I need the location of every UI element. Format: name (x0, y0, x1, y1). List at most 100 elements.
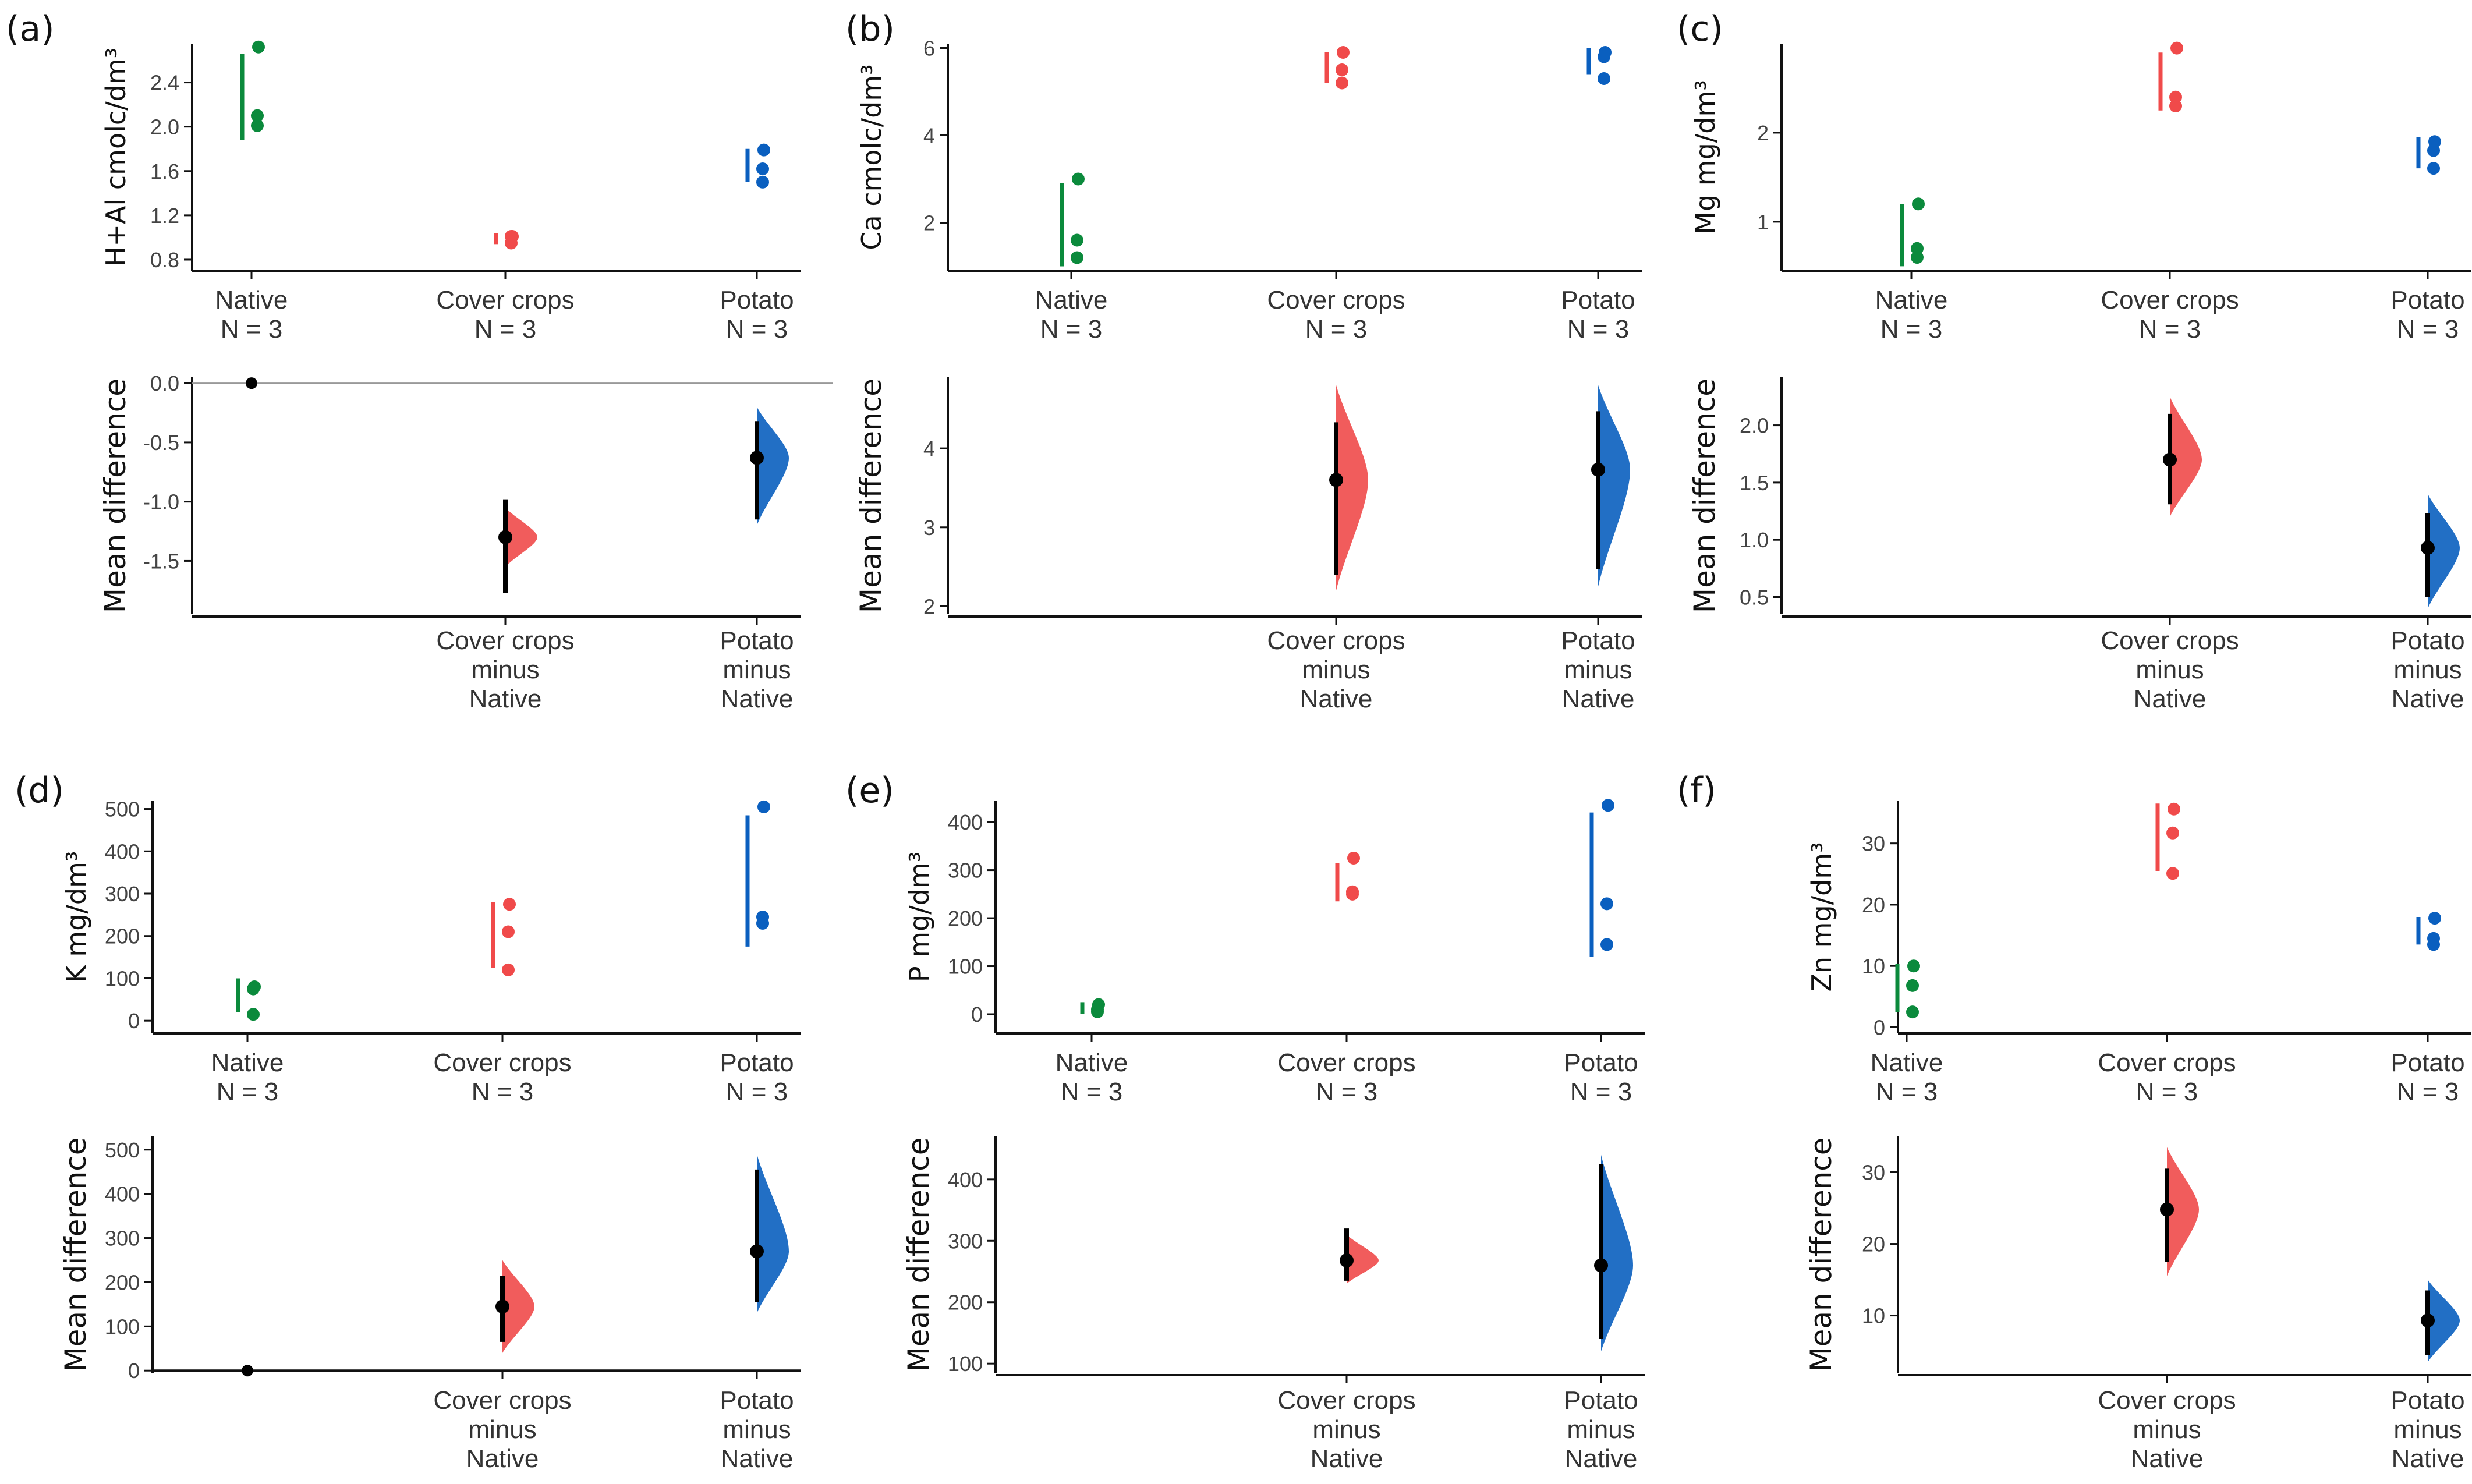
top-y-tick-label: 0 (971, 1003, 983, 1026)
data-point-native (1071, 251, 1083, 264)
difference-label-line: Potato (720, 1386, 794, 1415)
data-point-cover (1337, 46, 1350, 59)
difference-label-line: minus (1564, 656, 1632, 684)
category-n-label: N = 3 (2136, 1078, 2198, 1106)
bootstrap-distribution-cover (2170, 396, 2202, 517)
category-n-label: N = 3 (726, 315, 788, 343)
data-point-native (1906, 1005, 1919, 1019)
top-y-tick-label: 100 (948, 955, 983, 979)
bootstrap-distribution-potato (1601, 1154, 1633, 1352)
category-label: Cover crops (436, 286, 574, 314)
category-label: Cover crops (1277, 1049, 1415, 1077)
data-point-potato (2427, 162, 2440, 175)
category-label: Potato (1561, 286, 1635, 314)
category-n-label: N = 3 (1880, 315, 1942, 343)
difference-label-line: Cover crops (1267, 626, 1405, 655)
mean-difference-dot (2421, 540, 2435, 555)
bottom-y-tick-label: 20 (1862, 1232, 1885, 1256)
data-point-cover (1346, 887, 1359, 901)
bootstrap-distribution-cover (505, 507, 537, 567)
bottom-y-tick-label: 300 (105, 1227, 140, 1251)
top-y-tick-label: 100 (105, 966, 140, 990)
data-point-cover (503, 898, 516, 911)
category-label: Native (215, 286, 288, 314)
bottom-y-label: Mean difference (902, 1137, 936, 1372)
difference-label-line: Native (2392, 685, 2464, 713)
mean-difference-dot (1329, 473, 1343, 487)
mean-difference-dot (2160, 1202, 2174, 1217)
top-y-tick-label: 2 (923, 211, 935, 235)
top-y-tick-label: 1.2 (150, 204, 179, 228)
difference-label-line: Native (1311, 1444, 1383, 1473)
data-point-native (1072, 172, 1085, 186)
difference-label-line: Potato (1561, 626, 1635, 655)
difference-label-line: minus (723, 1415, 791, 1444)
category-n-label: N = 3 (474, 315, 536, 343)
difference-label-line: Native (469, 685, 542, 713)
bottom-y-tick-label: 200 (105, 1270, 140, 1294)
category-n-label: N = 3 (217, 1078, 278, 1106)
category-n-label: N = 3 (1040, 315, 1102, 343)
top-y-label: Zn mg/dm³ (1806, 842, 1837, 991)
top-y-tick-label: 0 (1874, 1015, 1885, 1039)
data-point-cover (502, 963, 515, 976)
bottom-y-label: Mean difference (854, 378, 888, 613)
category-label: Potato (2390, 1049, 2464, 1077)
bottom-y-label: Mean difference (1688, 378, 1722, 613)
difference-label-line: minus (1567, 1415, 1635, 1444)
top-y-tick-label: 1 (1757, 210, 1769, 234)
data-point-potato (756, 916, 769, 930)
category-label: Native (211, 1049, 284, 1077)
mean-difference-dot (750, 1244, 764, 1259)
difference-label-line: Potato (720, 626, 794, 655)
reference-mean-dot (242, 1365, 253, 1377)
data-point-cover (1336, 76, 1348, 90)
category-label: Cover crops (2101, 286, 2239, 314)
data-point-native (1907, 959, 1920, 973)
difference-label-line: minus (2393, 656, 2462, 684)
panel-label: (a) (6, 9, 55, 49)
data-point-cover (2166, 867, 2179, 880)
data-point-native (251, 109, 264, 122)
bottom-y-tick-label: 0 (128, 1359, 140, 1383)
data-point-cover (2170, 41, 2183, 55)
bottom-y-tick-label: -0.5 (143, 431, 179, 455)
data-point-potato (1598, 72, 1610, 85)
category-n-label: N = 3 (2139, 315, 2201, 343)
bottom-y-label: Mean difference (59, 1137, 93, 1372)
top-y-tick-label: 6 (923, 37, 935, 61)
bottom-y-tick-label: 0.0 (150, 371, 179, 395)
bottom-y-tick-label: 4 (923, 437, 935, 461)
data-point-native (1911, 251, 1924, 264)
difference-label-line: Native (2392, 1444, 2464, 1473)
bottom-y-label: Mean difference (1804, 1137, 1838, 1372)
top-y-label: K mg/dm³ (61, 851, 92, 983)
difference-label-line: Cover crops (433, 1386, 571, 1415)
top-y-tick-label: 30 (1862, 832, 1885, 856)
top-y-tick-label: 300 (948, 859, 983, 883)
bottom-y-tick-label: 2.0 (1740, 414, 1769, 438)
top-y-label: Ca cmolc/dm³ (856, 64, 887, 250)
data-point-cover (502, 925, 515, 938)
category-n-label: N = 3 (221, 315, 282, 343)
category-label: Native (1871, 1049, 1943, 1077)
data-point-potato (2427, 938, 2440, 951)
bottom-y-tick-label: -1.5 (143, 549, 179, 573)
panel-label: (e) (845, 770, 894, 811)
category-n-label: N = 3 (472, 1078, 533, 1106)
data-point-potato (756, 175, 769, 189)
panel-a: (a)0.81.21.62.02.4H+Al cmolc/dm³NativeN … (6, 9, 833, 713)
category-label: Potato (720, 1049, 794, 1077)
top-y-tick-label: 400 (105, 840, 140, 863)
top-y-tick-label: 20 (1862, 893, 1885, 917)
panel-label: (b) (845, 9, 895, 49)
bootstrap-distribution-cover (1336, 385, 1368, 591)
top-y-tick-label: 4 (923, 124, 935, 148)
data-point-native (252, 40, 265, 54)
difference-label-line: minus (2133, 1415, 2201, 1444)
difference-label-line: Cover crops (2098, 1386, 2236, 1415)
data-point-cover (505, 230, 518, 243)
